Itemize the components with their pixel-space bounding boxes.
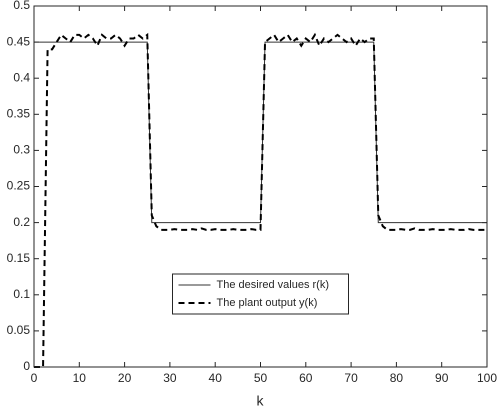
x-tick-label: 60	[299, 371, 313, 385]
x-tick-label: 40	[209, 371, 223, 385]
x-tick-label: 30	[163, 371, 177, 385]
x-tick-label: 90	[435, 371, 449, 385]
y-tick-label: 0.45	[7, 34, 31, 48]
y-tick-label: 0	[23, 359, 30, 373]
y-tick-label: 0.15	[7, 251, 31, 265]
y-tick-label: 0.05	[7, 323, 31, 337]
x-tick-label: 80	[390, 371, 404, 385]
y-tick-label: 0.2	[13, 215, 30, 229]
legend-box	[172, 273, 349, 315]
y-tick-label: 0.4	[13, 70, 30, 84]
x-tick-label: 70	[344, 371, 358, 385]
axes-box	[33, 5, 488, 368]
x-axis-label: k	[257, 393, 265, 409]
legend-label: The plant output y(k)	[217, 297, 318, 309]
x-tick-label: 0	[31, 371, 38, 385]
x-tick-label: 10	[73, 371, 87, 385]
y-tick-label: 0.25	[7, 179, 31, 193]
x-tick-label: 50	[254, 371, 268, 385]
y-tick-label: 0.1	[13, 287, 30, 301]
x-tick-label: 100	[477, 371, 497, 385]
y-tick-label: 0.5	[13, 0, 30, 12]
y-tick-label: 0.35	[7, 106, 31, 120]
x-tick-label: 20	[118, 371, 132, 385]
series-line	[34, 32, 487, 368]
y-tick-label: 0.3	[13, 143, 30, 157]
legend-label: The desired values r(k)	[217, 279, 330, 291]
series-line	[34, 41, 487, 224]
